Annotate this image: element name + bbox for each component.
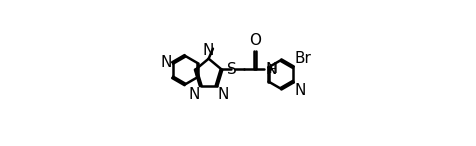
Text: N: N <box>188 87 200 102</box>
Text: Br: Br <box>295 51 312 66</box>
Text: N: N <box>160 55 171 71</box>
Text: O: O <box>249 33 261 48</box>
Text: N: N <box>217 87 228 102</box>
Text: N: N <box>295 83 306 98</box>
Text: N: N <box>265 62 277 77</box>
Text: H: H <box>269 63 278 76</box>
Text: N: N <box>203 43 214 58</box>
Text: S: S <box>228 62 237 77</box>
